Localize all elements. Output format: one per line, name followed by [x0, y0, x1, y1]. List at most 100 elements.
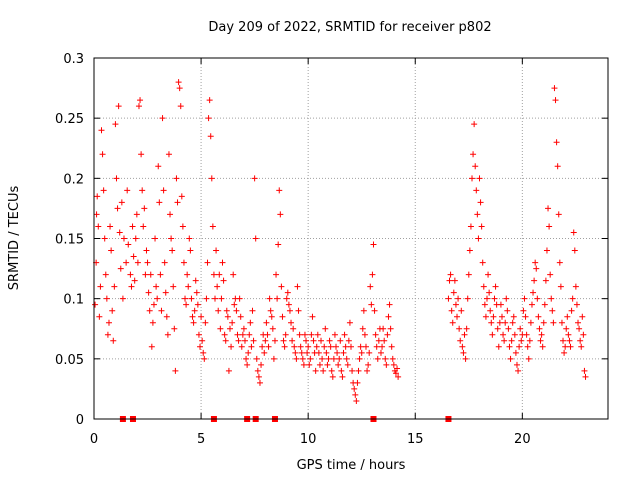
data-point [349, 367, 356, 374]
data-point [325, 355, 332, 362]
data-point [522, 313, 529, 320]
x-tick-label: 5 [197, 432, 205, 447]
data-point [207, 133, 214, 140]
data-point [550, 319, 557, 326]
data-point [381, 337, 388, 344]
data-point [283, 295, 290, 302]
data-point [549, 307, 556, 314]
data-point [102, 271, 109, 278]
data-point [328, 367, 335, 374]
data-point [520, 307, 527, 314]
data-point [329, 373, 336, 380]
data-point [449, 319, 456, 326]
data-point [335, 361, 342, 368]
data-point [312, 367, 319, 374]
data-point [200, 349, 207, 356]
data-point [255, 373, 262, 380]
data-point [241, 337, 248, 344]
data-point [217, 325, 224, 332]
data-point [141, 205, 148, 212]
data-point [451, 277, 458, 284]
data-point [213, 247, 220, 254]
data-point [488, 319, 495, 326]
y-tick-label: 0.15 [55, 233, 84, 248]
data-point [165, 151, 172, 158]
data-point [557, 283, 564, 290]
data-point [475, 235, 482, 242]
data-point [575, 319, 582, 326]
data-point [164, 331, 171, 338]
data-point [221, 331, 228, 338]
data-point [163, 313, 170, 320]
data-point [458, 307, 465, 314]
data-point [123, 259, 130, 266]
data-point [100, 187, 107, 194]
chart-title: Day 209 of 2022, SRMTID for receiver p80… [208, 20, 491, 35]
data-point [330, 355, 337, 362]
data-point [92, 301, 99, 308]
data-point [229, 319, 236, 326]
data-point [324, 361, 331, 368]
data-point [545, 205, 552, 212]
data-point [340, 349, 347, 356]
data-point [180, 259, 187, 266]
data-point [97, 283, 104, 290]
data-point [319, 355, 326, 362]
data-point [182, 295, 189, 302]
data-point [567, 343, 574, 350]
data-point [502, 319, 509, 326]
data-point [476, 175, 483, 182]
data-point [365, 361, 372, 368]
data-point [111, 283, 118, 290]
data-point [375, 337, 382, 344]
data-point [563, 325, 570, 332]
data-point [348, 343, 354, 350]
data-point [155, 163, 162, 170]
data-point [508, 337, 515, 344]
data-point [353, 397, 360, 404]
data-point [197, 343, 204, 350]
data-point [494, 325, 501, 332]
data-point [269, 325, 276, 332]
data-point [218, 295, 225, 302]
data-point [331, 331, 338, 338]
x-tick-label: 0 [90, 432, 98, 447]
data-point [356, 355, 363, 362]
data-point [266, 295, 273, 302]
data-point [150, 301, 157, 308]
data-point [507, 355, 514, 362]
data-point [231, 301, 238, 308]
data-point [471, 121, 478, 128]
data-point [477, 199, 484, 206]
data-point [490, 313, 497, 320]
data-points [92, 79, 589, 404]
data-point [463, 325, 470, 332]
data-point [486, 289, 493, 296]
data-point [392, 370, 399, 377]
y-tick-label: 0 [76, 413, 84, 428]
data-point [222, 337, 229, 344]
data-point [548, 295, 555, 302]
data-point [264, 331, 271, 338]
data-point [387, 325, 394, 332]
data-point [268, 313, 275, 320]
data-point [307, 355, 314, 362]
data-point [314, 331, 321, 338]
data-point [517, 325, 524, 332]
x-tick-label: 20 [514, 432, 531, 447]
data-point [357, 343, 364, 350]
data-point [346, 319, 353, 326]
data-point [341, 331, 348, 338]
data-point [577, 337, 584, 344]
data-point [487, 307, 494, 314]
data-point [504, 307, 511, 314]
data-point [374, 355, 381, 362]
data-point [146, 307, 153, 314]
data-point [352, 391, 359, 398]
data-point [129, 223, 136, 230]
data-point [224, 313, 231, 320]
data-point [313, 343, 320, 350]
data-point [246, 331, 253, 338]
data-point [285, 301, 292, 308]
data-point [225, 367, 232, 374]
